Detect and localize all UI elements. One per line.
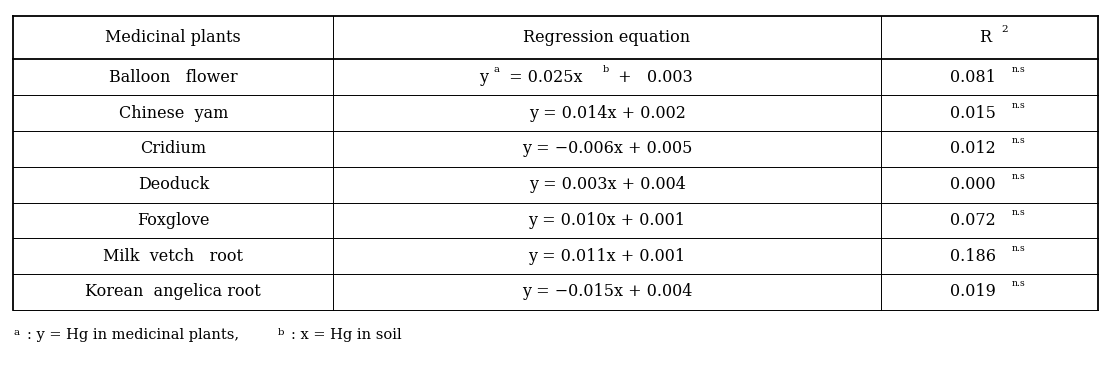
Text: n.s: n.s — [1011, 244, 1025, 253]
Text: y = −0.006x + 0.005: y = −0.006x + 0.005 — [522, 141, 692, 157]
Text: Foxglove: Foxglove — [137, 212, 210, 229]
Text: n.s: n.s — [1011, 280, 1025, 288]
Text: Korean  angelica root: Korean angelica root — [86, 284, 261, 300]
Text: Medicinal plants: Medicinal plants — [106, 30, 241, 46]
Text: Cridium: Cridium — [140, 141, 207, 157]
Text: Balloon   flower: Balloon flower — [109, 69, 238, 86]
Text: n.s: n.s — [1011, 172, 1025, 181]
Text: 0.081: 0.081 — [950, 69, 995, 86]
Text: 0.019: 0.019 — [950, 284, 995, 300]
Text: n.s: n.s — [1011, 101, 1025, 110]
Text: y = 0.003x + 0.004: y = 0.003x + 0.004 — [529, 176, 685, 193]
Text: = 0.025x: = 0.025x — [503, 69, 582, 86]
Text: 0.000: 0.000 — [950, 176, 995, 193]
Text: Deoduck: Deoduck — [138, 176, 209, 193]
Text: a: a — [13, 328, 20, 337]
Text: : x = Hg in soil: : x = Hg in soil — [291, 328, 402, 342]
Text: +   0.003: + 0.003 — [612, 69, 692, 86]
Text: b: b — [278, 328, 284, 337]
Text: y: y — [479, 69, 488, 86]
Text: R: R — [979, 30, 991, 46]
Text: Chinese  yam: Chinese yam — [119, 105, 228, 122]
Text: y = −0.015x + 0.004: y = −0.015x + 0.004 — [522, 284, 692, 300]
Text: Regression equation: Regression equation — [523, 30, 691, 46]
Text: y = 0.011x + 0.001: y = 0.011x + 0.001 — [529, 248, 685, 265]
Text: y = 0.014x + 0.002: y = 0.014x + 0.002 — [529, 105, 685, 122]
Text: y = 0.010x + 0.001: y = 0.010x + 0.001 — [529, 212, 685, 229]
Text: n.s: n.s — [1011, 137, 1025, 145]
Text: 0.012: 0.012 — [950, 141, 995, 157]
Text: n.s: n.s — [1011, 65, 1025, 74]
Text: Milk  vetch   root: Milk vetch root — [103, 248, 243, 265]
Text: 0.186: 0.186 — [950, 248, 995, 265]
Text: : y = Hg in medicinal plants,: : y = Hg in medicinal plants, — [27, 328, 248, 342]
Text: a: a — [493, 65, 499, 74]
Text: 2: 2 — [1001, 26, 1008, 34]
Text: 0.072: 0.072 — [950, 212, 995, 229]
Text: 0.015: 0.015 — [950, 105, 995, 122]
Text: n.s: n.s — [1011, 208, 1025, 217]
Text: b: b — [602, 65, 609, 74]
